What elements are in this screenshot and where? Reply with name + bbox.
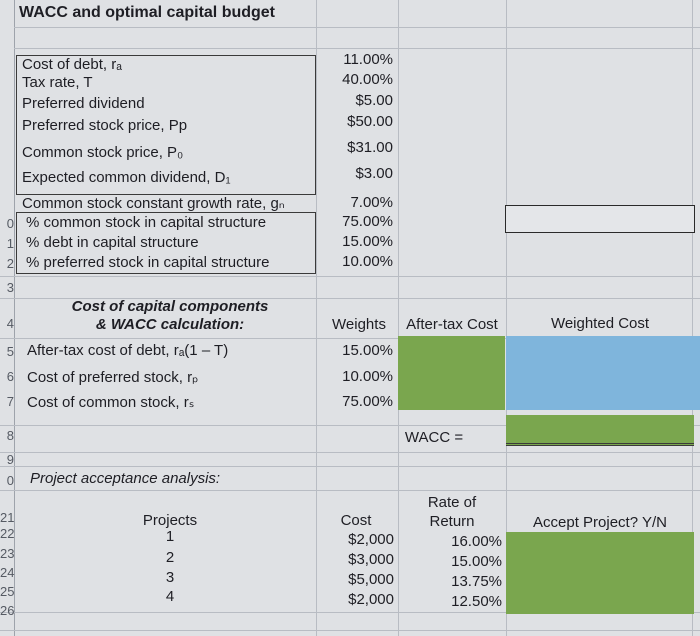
project-number: 4 bbox=[165, 588, 175, 605]
col-header-cost: Cost bbox=[340, 512, 372, 529]
row-number: 3 bbox=[6, 280, 14, 295]
col-header-weights: Weights bbox=[332, 316, 386, 333]
projects-heading: Project acceptance analysis: bbox=[30, 470, 221, 487]
row-number: 2 bbox=[6, 256, 14, 271]
sheet-title: WACC and optimal capital budget bbox=[19, 4, 276, 21]
input-label-cost-of-debt: Cost of debt, rₐ bbox=[22, 56, 122, 73]
gridline bbox=[0, 276, 700, 277]
row-number: 1 bbox=[6, 236, 14, 251]
row-number: 24 bbox=[0, 565, 15, 580]
input-label-preferred-price: Preferred stock price, Pp bbox=[22, 117, 188, 134]
project-rate: 12.50% bbox=[451, 593, 502, 610]
structure-label-box bbox=[16, 212, 316, 274]
component-weight-debt: 15.00% bbox=[342, 342, 393, 359]
row-number: 9 bbox=[6, 452, 14, 467]
input-value-common-price[interactable]: $31.00 bbox=[347, 139, 393, 156]
gridline bbox=[14, 27, 700, 28]
row-number: 0 bbox=[6, 216, 14, 231]
project-rate: 13.75% bbox=[451, 573, 502, 590]
gridline bbox=[14, 48, 700, 49]
input-value-pct-preferred[interactable]: 10.00% bbox=[342, 253, 393, 270]
component-label-debt: After-tax cost of debt, rₐ(1 – T) bbox=[27, 342, 229, 359]
accept-project-cells[interactable] bbox=[506, 532, 694, 614]
component-label-preferred: Cost of preferred stock, rₚ bbox=[27, 369, 199, 386]
input-value-cost-of-debt[interactable]: 11.00% bbox=[343, 51, 393, 68]
input-label-pct-preferred: % preferred stock in capital structure bbox=[26, 254, 270, 271]
input-value-preferred-price[interactable]: $50.00 bbox=[347, 113, 393, 130]
gridline bbox=[0, 466, 700, 467]
input-label-tax-rate: Tax rate, T bbox=[22, 74, 93, 91]
component-weight-preferred: 10.00% bbox=[342, 368, 393, 385]
col-header-rate-line2: Return bbox=[429, 513, 475, 530]
project-cost: $2,000 bbox=[348, 591, 394, 608]
project-cost: $2,000 bbox=[348, 531, 394, 548]
gridline bbox=[506, 0, 507, 636]
input-label-pct-debt: % debt in capital structure bbox=[26, 234, 199, 251]
after-tax-cost-cells[interactable] bbox=[398, 336, 505, 410]
col-header-weighted-cost: Weighted Cost bbox=[550, 315, 650, 332]
project-rate: 16.00% bbox=[451, 533, 502, 550]
input-value-pct-debt[interactable]: 15.00% bbox=[342, 233, 393, 250]
row-number: 4 bbox=[6, 316, 14, 331]
row-number: 5 bbox=[6, 344, 14, 359]
gridline bbox=[0, 612, 700, 613]
gridline bbox=[0, 490, 700, 491]
input-label-expected-dividend: Expected common dividend, D₁ bbox=[22, 169, 231, 186]
row-number: 0 bbox=[6, 473, 14, 488]
row-number: 25 bbox=[0, 584, 15, 599]
weighted-cost-cells[interactable] bbox=[506, 336, 700, 410]
input-value-expected-dividend[interactable]: $3.00 bbox=[355, 165, 393, 182]
gridline bbox=[0, 425, 700, 426]
col-header-rate-of-return: Rate of Return bbox=[400, 493, 504, 531]
row-number: 22 bbox=[0, 526, 15, 541]
gridline bbox=[14, 0, 15, 636]
project-cost: $3,000 bbox=[348, 551, 394, 568]
project-number: 1 bbox=[165, 528, 175, 545]
col-header-after-tax-cost: After-tax Cost bbox=[406, 316, 498, 333]
gridline bbox=[398, 0, 399, 636]
gridline bbox=[692, 0, 693, 636]
row-number: 6 bbox=[6, 369, 14, 384]
input-value-preferred-dividend[interactable]: $5.00 bbox=[355, 92, 393, 109]
project-rate: 15.00% bbox=[451, 553, 502, 570]
input-value-pct-common[interactable]: 75.00% bbox=[342, 213, 393, 230]
wacc-value-cell[interactable] bbox=[506, 415, 694, 446]
col-header-accept-project: Accept Project? Y/N bbox=[533, 514, 667, 531]
gridline bbox=[0, 452, 700, 453]
input-label-preferred-dividend: Preferred dividend bbox=[22, 95, 145, 112]
project-number: 3 bbox=[165, 569, 175, 586]
col-header-rate-line1: Rate of bbox=[427, 494, 477, 511]
row-number: 8 bbox=[6, 428, 14, 443]
col-header-projects: Projects bbox=[142, 512, 198, 529]
components-heading-line2: & WACC calculation: bbox=[95, 316, 245, 333]
input-label-growth-rate: Common stock constant growth rate, gₙ bbox=[22, 195, 285, 212]
gridline bbox=[316, 0, 317, 636]
gridline bbox=[0, 630, 700, 631]
input-value-tax-rate[interactable]: 40.00% bbox=[342, 71, 393, 88]
input-label-common-price: Common stock price, P₀ bbox=[22, 144, 184, 161]
project-number: 2 bbox=[165, 549, 175, 566]
inputs-label-box bbox=[16, 55, 316, 195]
row-number: 7 bbox=[6, 394, 14, 409]
component-label-common: Cost of common stock, rₛ bbox=[27, 394, 195, 411]
components-heading: Cost of capital components & WACC calcul… bbox=[40, 298, 300, 334]
input-value-growth-rate[interactable]: 7.00% bbox=[350, 194, 393, 211]
gridline bbox=[0, 338, 700, 339]
answer-box[interactable] bbox=[505, 205, 695, 233]
row-number: 26 bbox=[0, 603, 15, 618]
row-number: 23 bbox=[0, 546, 15, 561]
input-label-pct-common: % common stock in capital structure bbox=[26, 214, 267, 231]
project-cost: $5,000 bbox=[348, 571, 394, 588]
component-weight-common: 75.00% bbox=[342, 393, 393, 410]
row-number: 21 bbox=[0, 510, 15, 525]
wacc-label: WACC = bbox=[404, 429, 464, 446]
gridline bbox=[0, 298, 700, 299]
components-heading-line1: Cost of capital components bbox=[71, 298, 269, 315]
